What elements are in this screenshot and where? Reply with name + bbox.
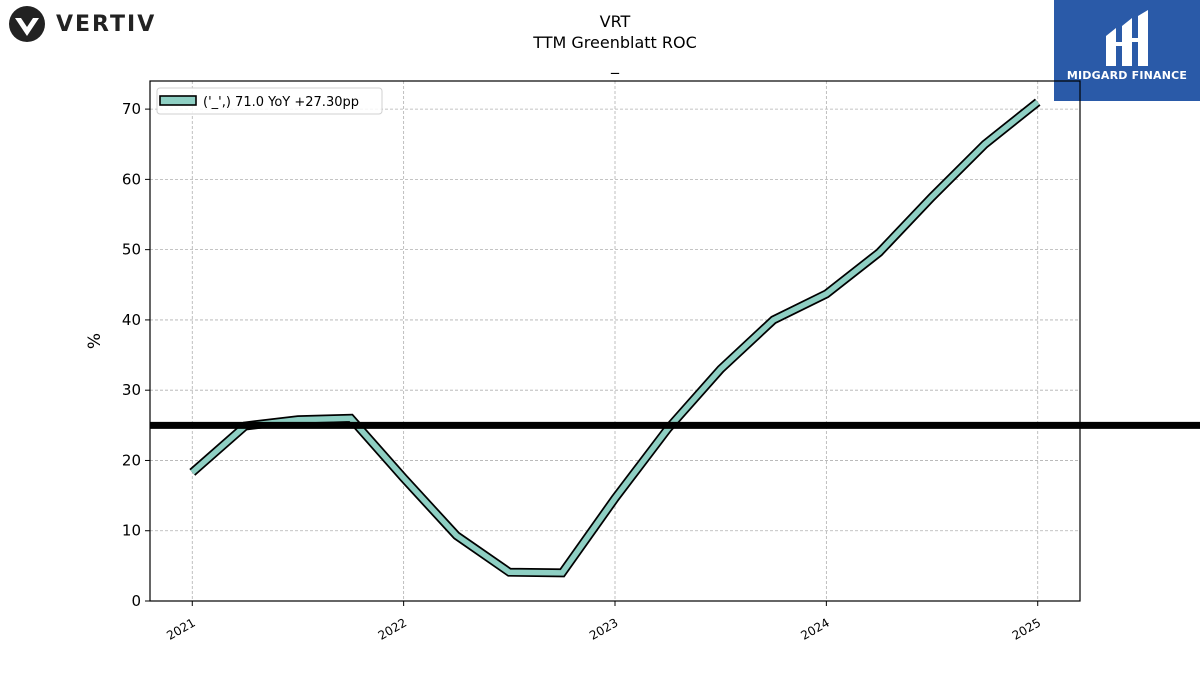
x-tick-label: 2025 [1010, 615, 1043, 642]
y-tick-label: 40 [122, 311, 141, 329]
x-tick-label: 2021 [164, 615, 197, 642]
x-tick-label: 2022 [376, 615, 409, 642]
chart-title-ticker: VRT [599, 12, 631, 31]
y-tick-label: 50 [122, 241, 141, 259]
grid-lines [150, 81, 1080, 602]
y-tick-label: 0 [131, 592, 141, 610]
axes: 0 10 20 30 40 50 60 70 2021 2022 2023 2024 2025% [85, 80, 1081, 643]
x-tick-label: 2024 [798, 615, 831, 642]
midgard-finance-logo: MIDGARD FINANCE [1054, 0, 1200, 101]
midgard-mark-icon [1106, 10, 1148, 66]
legend: ('_',) 71.0 YoY +27.30pp [156, 87, 383, 115]
legend-box [156, 87, 383, 115]
midgard-wordmark: MIDGARD FINANCE [1066, 69, 1188, 82]
vertiv-logo: VERTIV [8, 6, 156, 42]
series-line [190, 99, 1040, 576]
y-tick-label: 70 [122, 100, 141, 118]
chart-title-subtitle: _ [611, 55, 619, 74]
y-tick-label: 60 [122, 170, 141, 188]
vertiv-wordmark: VERTIV [56, 11, 157, 37]
vertiv-mark-icon [9, 6, 45, 42]
y-axis-label: % [85, 333, 105, 349]
series-layer [189, 98, 1041, 578]
y-tick-label: 30 [122, 381, 141, 399]
plot-frame [149, 80, 1081, 602]
x-tick-label: 2023 [587, 615, 620, 642]
y-tick-label: 20 [122, 451, 141, 469]
y-tick-label: 10 [122, 522, 141, 540]
chart-title-metric: TTM Greenblatt ROC [533, 33, 697, 52]
legend-swatch [159, 95, 197, 106]
legend-entry-label: ('_',) 71.0 YoY +27.30pp [203, 95, 359, 110]
